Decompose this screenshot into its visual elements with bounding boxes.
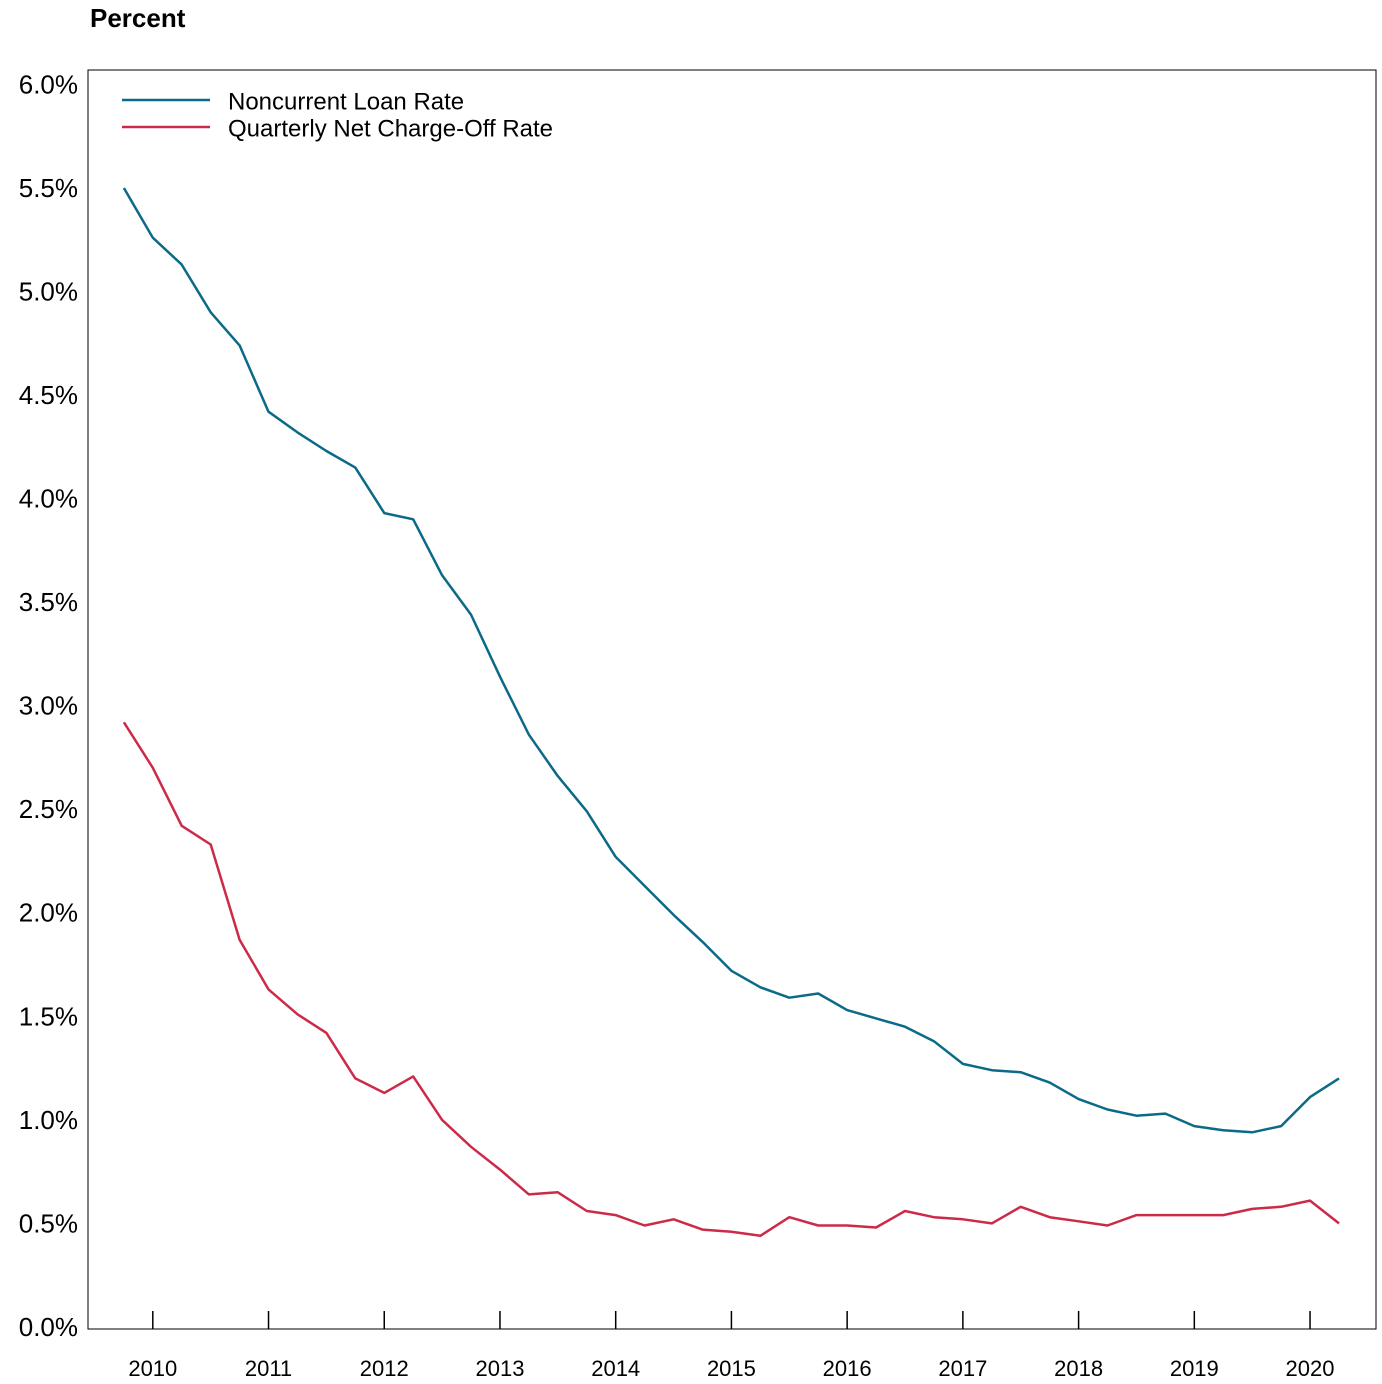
y-tick-label: 0.5% <box>19 1208 78 1238</box>
y-tick-label: 4.5% <box>19 380 78 410</box>
x-tick-label: 2020 <box>1286 1356 1335 1381</box>
legend-label: Quarterly Net Charge-Off Rate <box>228 115 553 142</box>
x-tick-label: 2015 <box>707 1356 756 1381</box>
y-tick-label: 5.0% <box>19 277 78 307</box>
series-line <box>122 721 1340 1238</box>
x-tick-label: 2010 <box>128 1356 177 1381</box>
x-tick-label: 2014 <box>591 1356 640 1381</box>
y-tick-label: 5.5% <box>19 173 78 203</box>
plot-frame <box>87 69 1377 1330</box>
x-tick-label: 2017 <box>938 1356 987 1381</box>
x-tick-label: 2018 <box>1054 1356 1103 1381</box>
y-tick-label: 3.0% <box>19 691 78 721</box>
series-line <box>122 187 1340 1134</box>
y-tick-label: 6.0% <box>19 69 78 99</box>
x-tick-label: 2019 <box>1170 1356 1219 1381</box>
y-tick-label: 2.5% <box>19 794 78 824</box>
x-tick-label: 2016 <box>823 1356 872 1381</box>
y-tick-label: 0.0% <box>19 1312 78 1342</box>
x-tick-label: 2013 <box>475 1356 524 1381</box>
chart-title: Percent <box>90 3 186 33</box>
legend-label: Noncurrent Loan Rate <box>228 88 464 115</box>
y-tick-label: 2.0% <box>19 898 78 928</box>
y-tick-label: 3.5% <box>19 587 78 617</box>
y-tick-label: 1.0% <box>19 1105 78 1135</box>
y-tick-label: 4.0% <box>19 484 78 514</box>
x-tick-label: 2011 <box>245 1356 292 1381</box>
x-tick-label: 2012 <box>360 1356 409 1381</box>
y-tick-label: 1.5% <box>19 1001 78 1031</box>
